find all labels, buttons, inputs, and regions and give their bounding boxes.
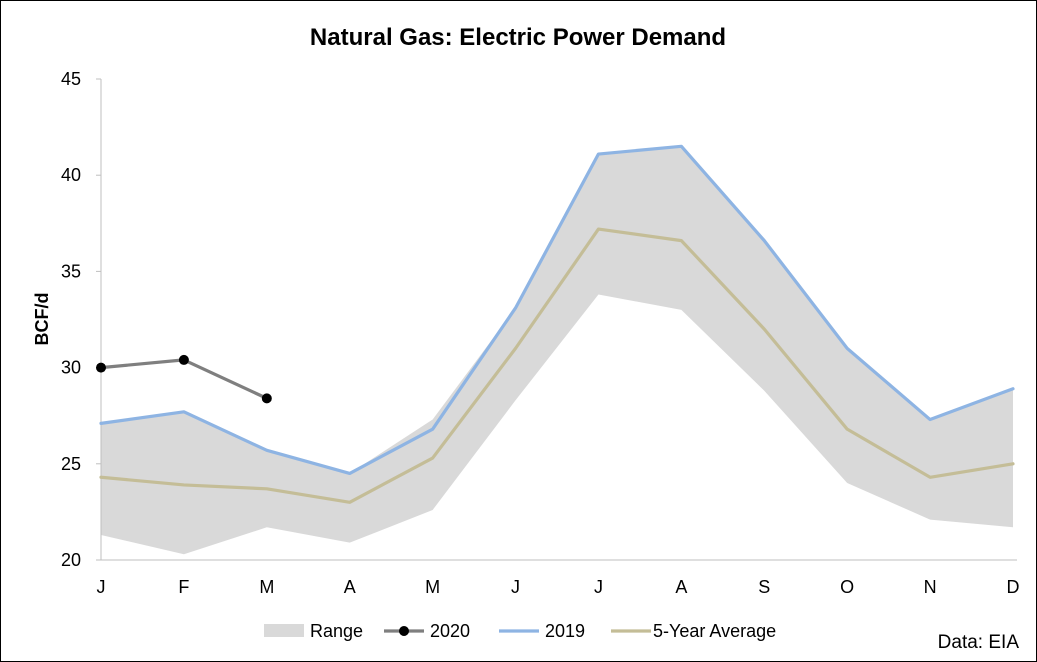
x-tick-label: F [178, 577, 189, 597]
x-tick-label: S [758, 577, 770, 597]
y-axis-label: BCF/d [32, 293, 52, 346]
legend: Range 2020 2019 5-Year Average [264, 621, 776, 641]
legend-label-5-year-average: 5-Year Average [653, 621, 776, 641]
chart-title: Natural Gas: Electric Power Demand [310, 24, 726, 51]
x-tick-label: J [97, 577, 106, 597]
legend-swatch-range [264, 624, 304, 637]
legend-marker-2020 [399, 626, 409, 636]
plot-area: 20 25 30 35 40 45 J F M A M J J A S O N D [61, 69, 1020, 597]
y-tick-label: 30 [61, 358, 81, 378]
y-tick-label: 40 [61, 165, 81, 185]
x-tick-label: J [594, 577, 603, 597]
x-tick-label: O [840, 577, 854, 597]
range-band [101, 146, 1013, 555]
y-tick-label: 25 [61, 454, 81, 474]
x-tick-label: A [675, 577, 687, 597]
legend-label-2019: 2019 [545, 621, 585, 641]
series-line-2020 [99, 358, 269, 400]
y-tick-label: 35 [61, 261, 81, 281]
data-point-2020 [96, 362, 106, 373]
legend-label-range: Range [310, 621, 363, 641]
series-line-2019 [99, 144, 1015, 476]
x-tick-label: A [344, 577, 356, 597]
data-point-2020 [261, 393, 272, 404]
y-tick-label: 20 [61, 550, 81, 570]
x-tick-label: J [511, 577, 520, 597]
data-point-2020 [178, 354, 189, 365]
x-tick-label: M [425, 577, 440, 597]
x-tick-label: D [1007, 577, 1020, 597]
x-tick-label: M [259, 577, 274, 597]
y-tick-label: 45 [61, 69, 81, 89]
series-line-5-year-average [99, 227, 1015, 504]
x-tick-label: N [924, 577, 937, 597]
source-note: Data: EIA [938, 632, 1020, 653]
legend-label-2020: 2020 [430, 621, 470, 641]
